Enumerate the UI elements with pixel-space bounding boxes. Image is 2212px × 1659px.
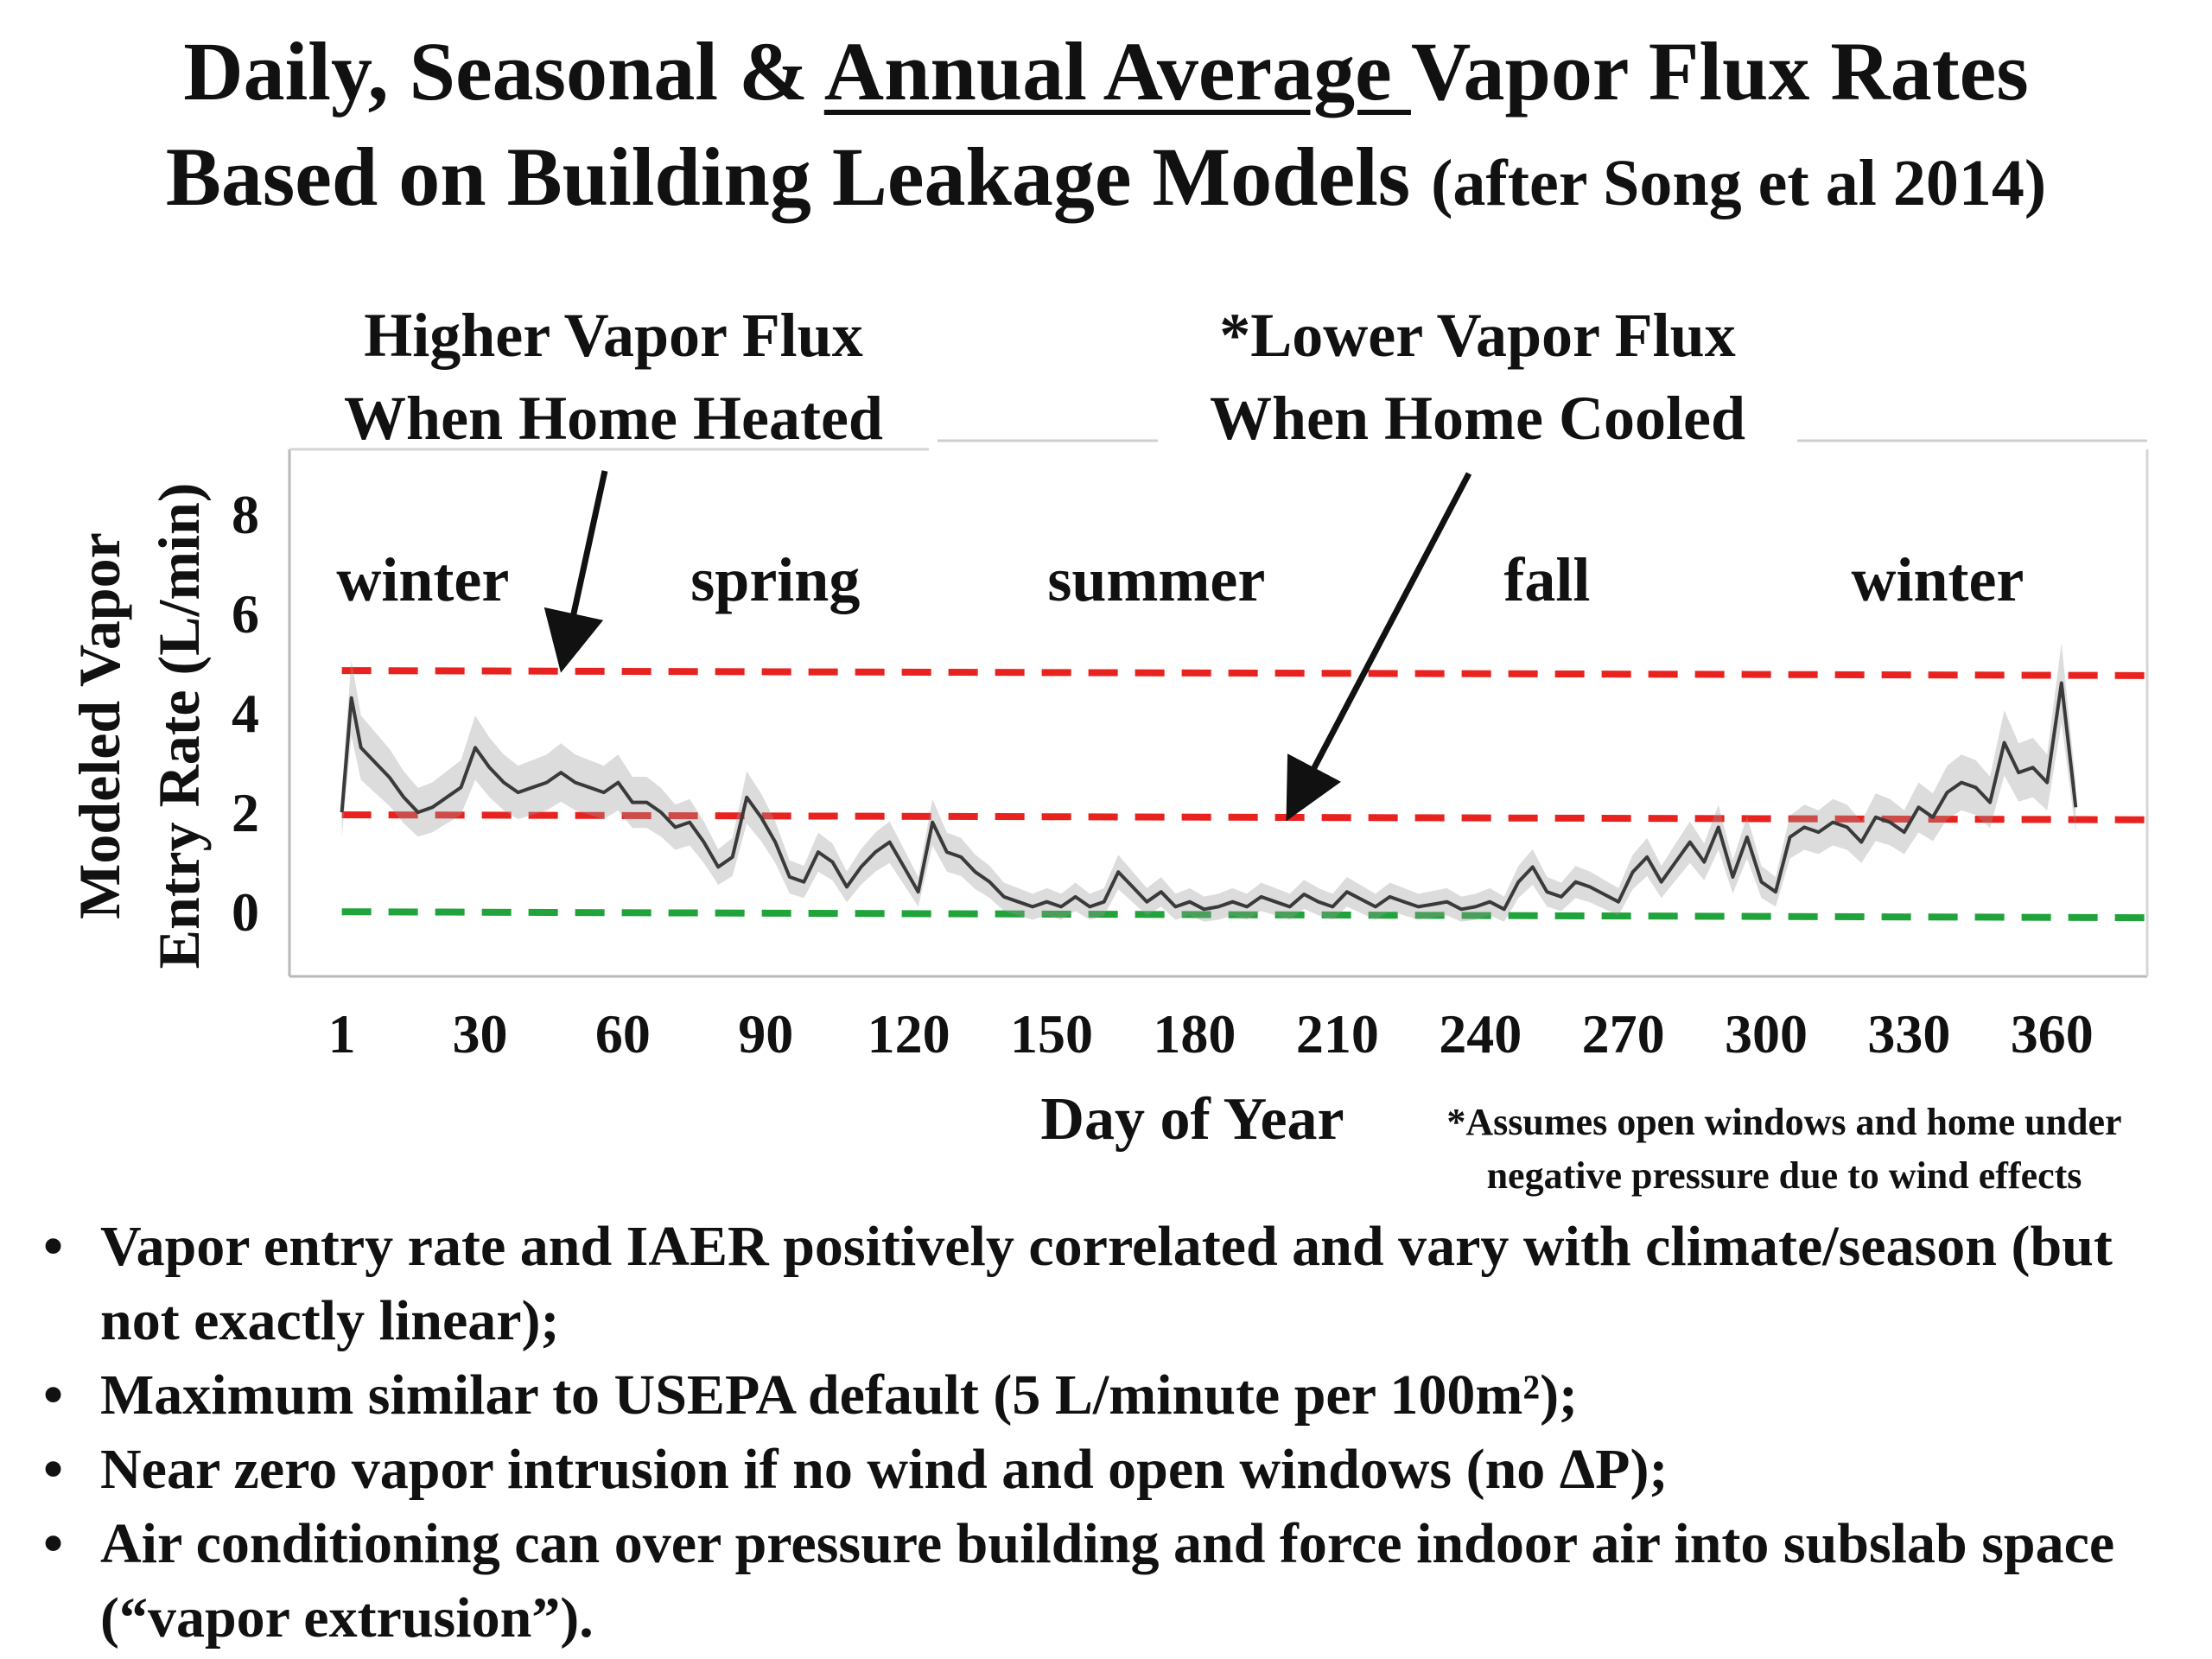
- bullet-text: Maximum similar to USEPA default (5 L/mi…: [100, 1363, 1579, 1427]
- bullet-item: • Air conditioning can over pressure buil…: [35, 1507, 2186, 1656]
- callout-heated: Higher Vapor Flux When Home Heated: [294, 294, 933, 460]
- x-axis-label: Day of Year: [1040, 1086, 1344, 1153]
- season-label: winter: [336, 545, 509, 614]
- title-line-2: Based on Building Leakage Models (after …: [0, 130, 2212, 231]
- x-tick-label: 210: [1296, 1003, 1379, 1065]
- x-tick-label: 90: [738, 1003, 793, 1065]
- x-tick-label: 300: [1725, 1003, 1808, 1065]
- bullet-item: • Vapor entry rate and IAER positively co…: [35, 1210, 2186, 1358]
- callout-heated-line-2: When Home Heated: [344, 384, 883, 453]
- x-tick-label: 270: [1582, 1003, 1665, 1065]
- cooled-callout-arrow: [1286, 472, 1472, 822]
- heated-callout-arrow: [543, 470, 608, 673]
- title-line-1: Daily, Seasonal & Annual Average Vapor F…: [0, 24, 2212, 119]
- bullet-item: • Near zero vapor intrusion if no wind an…: [35, 1433, 2186, 1507]
- series-line: [340, 681, 2078, 912]
- bullet-list: • Vapor entry rate and IAER positively co…: [35, 1210, 2186, 1656]
- x-tick-label: 330: [1867, 1003, 1950, 1065]
- bullet-item: • Maximum similar to USEPA default (5 L/m…: [35, 1358, 2186, 1433]
- title-citation: (after Song et al 2014): [1431, 147, 2047, 219]
- x-tick-label: 150: [1010, 1003, 1093, 1065]
- y-axis-label-line-1: Modeled Vapor: [67, 532, 132, 919]
- x-tick-label: 1: [328, 1003, 356, 1065]
- bullet-text: Near zero vapor intrusion if no wind and…: [100, 1438, 1669, 1501]
- footnote: *Assumes open windows and home under neg…: [1382, 1096, 2186, 1203]
- title-text-2: Based on Building Leakage Models: [165, 130, 1432, 223]
- bullet-text: Air conditioning can over pressure build…: [100, 1512, 2115, 1649]
- y-axis-label: Modeled Vapor Entry Rate (L/min): [67, 483, 212, 969]
- x-tick-label: 30: [453, 1003, 508, 1065]
- y-tick-label: 4: [232, 683, 259, 744]
- red-reference-line: [341, 810, 2148, 823]
- bullet-dot-icon: •: [43, 1363, 64, 1427]
- title-text-1a: Daily, Seasonal &: [183, 25, 824, 118]
- x-tick-label: 240: [1439, 1003, 1522, 1065]
- x-tick-label: 120: [868, 1003, 950, 1065]
- series-variability-band: [341, 643, 2076, 922]
- season-label: winter: [1851, 545, 2024, 614]
- footnote-line-1: *Assumes open windows and home under: [1446, 1101, 2122, 1143]
- y-tick-label: 8: [232, 484, 259, 545]
- x-tick-label: 60: [595, 1003, 651, 1065]
- y-axis-label-line-2: Entry Rate (L/min): [146, 483, 212, 969]
- bullet-dot-icon: •: [43, 1215, 64, 1278]
- callout-cooled-line-2: When Home Cooled: [1210, 384, 1745, 453]
- y-tick-label: 2: [232, 782, 259, 843]
- bullet-text: Vapor entry rate and IAER positively cor…: [100, 1215, 2113, 1352]
- season-label: fall: [1503, 545, 1590, 614]
- green-reference-line: [341, 908, 2148, 922]
- title-underlined-text: Annual Average: [823, 25, 1411, 118]
- callout-heated-line-1: Higher Vapor Flux: [364, 301, 863, 370]
- footnote-line-2: negative pressure due to wind effects: [1486, 1154, 2082, 1197]
- bullet-dot-icon: •: [43, 1512, 64, 1575]
- callout-cooled: *Lower Vapor Flux When Home Cooled: [1149, 294, 1806, 460]
- bullet-dot-icon: •: [43, 1438, 64, 1501]
- x-tick-label: 180: [1153, 1003, 1236, 1065]
- y-tick-label: 0: [232, 881, 259, 943]
- season-label: spring: [690, 545, 860, 614]
- red-reference-line: [341, 667, 2148, 679]
- title-text-1b: Vapor Flux Rates: [1410, 25, 2029, 118]
- y-tick-label: 6: [232, 583, 259, 645]
- season-label: summer: [1047, 545, 1265, 614]
- callout-cooled-line-1: *Lower Vapor Flux: [1219, 301, 1736, 370]
- x-tick-label: 360: [2011, 1003, 2094, 1065]
